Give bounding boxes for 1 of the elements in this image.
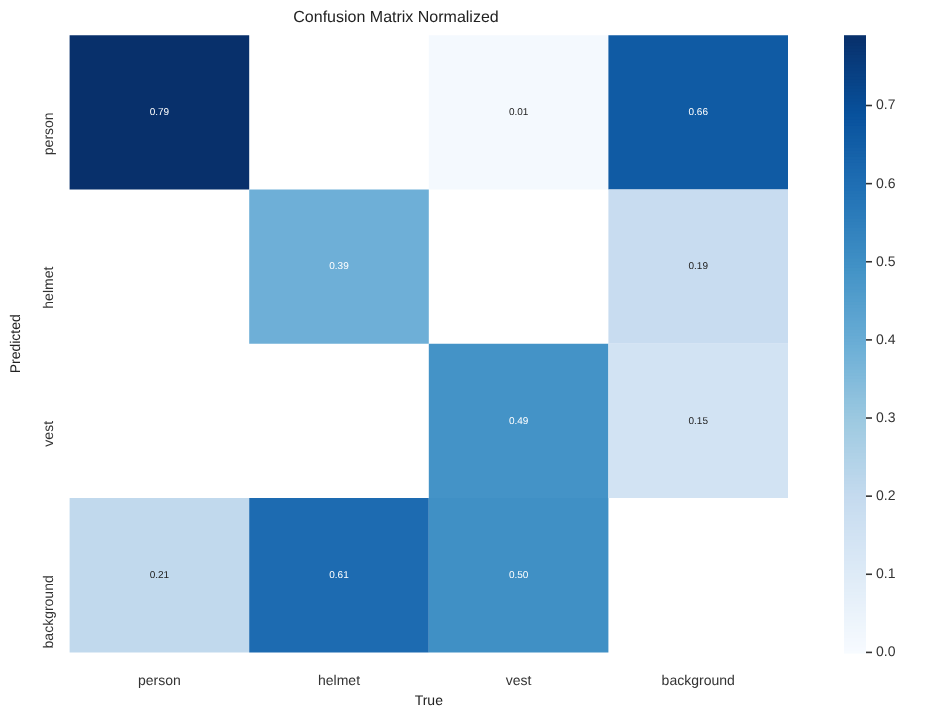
chart-title: Confusion Matrix Normalized (293, 8, 499, 27)
